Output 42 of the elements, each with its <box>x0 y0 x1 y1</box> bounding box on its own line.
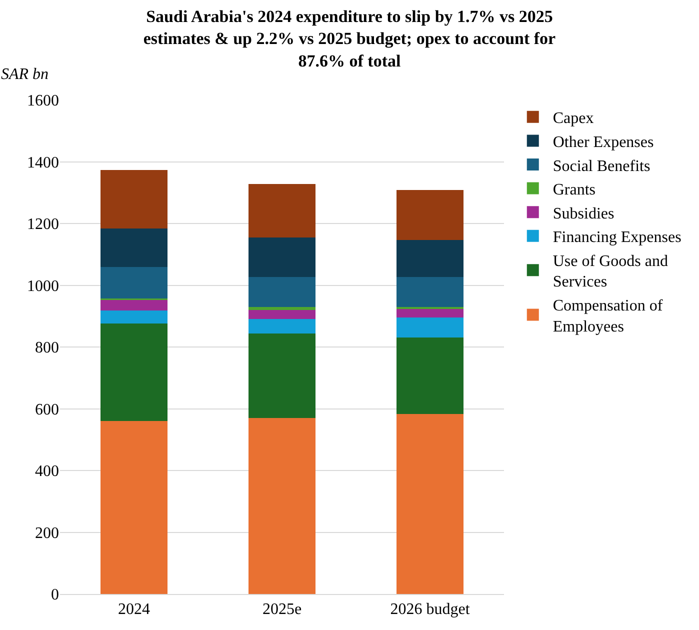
bar <box>248 276 316 308</box>
legend-label: Use of Goods and Services <box>552 252 668 291</box>
y-tick-label: 1200 <box>27 216 59 234</box>
bar <box>396 318 464 338</box>
bar <box>248 334 316 418</box>
bar <box>100 299 168 310</box>
legend-label: Subsidies <box>552 205 614 222</box>
legend-label: Social Benefits <box>552 158 650 175</box>
bar <box>248 319 316 334</box>
x-tick-label: 2025e <box>262 601 302 618</box>
y-tick-label: 1600 <box>27 92 59 110</box>
bar <box>248 184 316 238</box>
y-tick-label: 1000 <box>27 278 59 295</box>
x-tick-label: 2024 <box>118 601 150 618</box>
bar <box>100 267 168 299</box>
legend-label: Other Expenses <box>552 134 654 151</box>
bar <box>396 190 464 240</box>
y-axis-title: SAR bn <box>1 66 49 83</box>
y-tick-label: 400 <box>35 463 59 480</box>
bar <box>100 170 168 228</box>
legend-label: Grants <box>552 182 596 199</box>
bar <box>248 237 316 277</box>
bar <box>248 418 316 594</box>
bar <box>100 310 168 324</box>
bar <box>100 228 168 268</box>
y-tick-label: 200 <box>35 524 59 542</box>
legend-label: Financing Expenses <box>552 229 682 246</box>
y-tick-label: 800 <box>35 340 59 357</box>
legend-label: Capex <box>552 110 594 128</box>
bar <box>396 414 464 594</box>
bar <box>396 337 464 414</box>
y-tick-label: 0 <box>51 586 59 604</box>
bar <box>396 240 464 278</box>
chart-title: Saudi Arabia's 2024 expenditure to slip by 1.7% vs 2025 estimates & up 2.2% vs 2025 budget; opex to account for 87.6% of total <box>143 7 556 70</box>
bar <box>100 420 168 594</box>
x-tick-label: 2026 budget <box>390 601 470 618</box>
bar <box>248 307 316 310</box>
bar <box>100 324 168 421</box>
y-tick-label: 1400 <box>27 154 59 172</box>
bar <box>396 277 464 308</box>
y-tick-label: 600 <box>35 401 59 418</box>
legend-label: Compensation of Employees <box>552 298 664 336</box>
